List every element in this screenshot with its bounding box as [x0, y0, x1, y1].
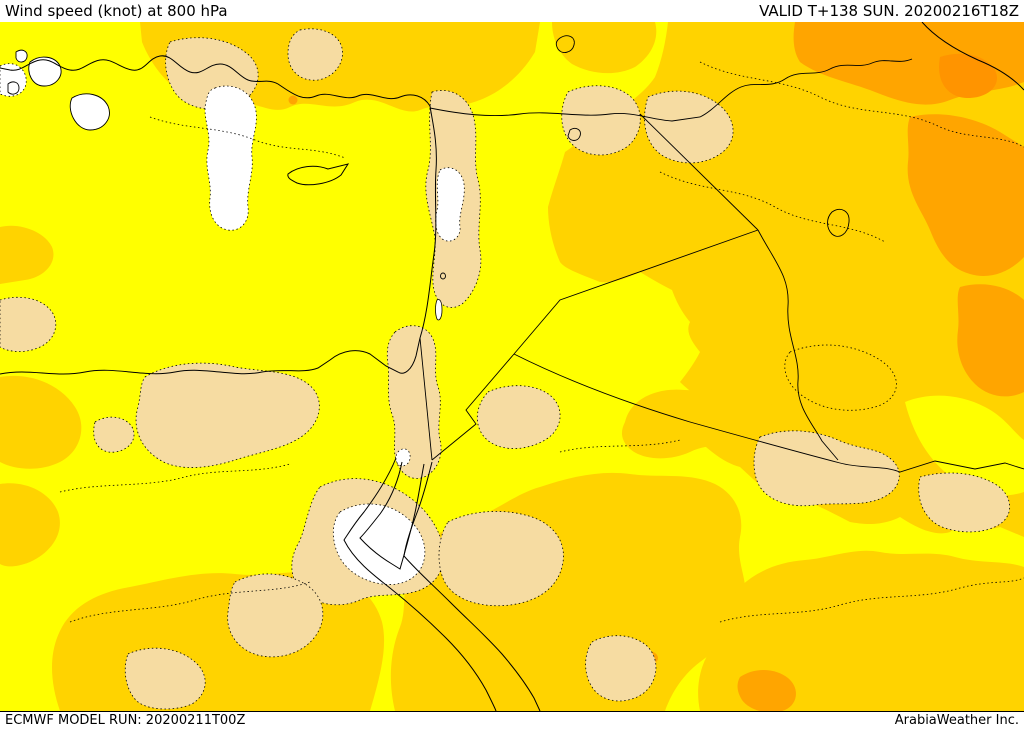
- map-canvas: [0, 22, 1024, 711]
- wind-fill-orange-core: [939, 53, 998, 99]
- island-outlines: [7, 49, 110, 131]
- contour-lines: [59, 61, 1024, 623]
- credit-label: ArabiaWeather Inc.: [894, 713, 1019, 728]
- map-header: Wind speed (knot) at 800 hPa VALID T+138…: [0, 0, 1024, 22]
- country-borders: [419, 58, 1024, 473]
- coastlines: [0, 22, 1024, 711]
- valid-time-label: VALID T+138 SUN. 20200216T18Z: [759, 2, 1019, 20]
- map-footer: ECMWF MODEL RUN: 20200211T00Z ArabiaWeat…: [0, 711, 1024, 729]
- model-run-label: ECMWF MODEL RUN: 20200211T00Z: [5, 713, 246, 728]
- map-title: Wind speed (knot) at 800 hPa: [5, 2, 228, 20]
- lakes: [435, 35, 850, 321]
- wind-fill-yellow-patches: [905, 395, 1024, 496]
- wind-fill-white-regions: [0, 63, 465, 585]
- wind-speed-map-graphic: [0, 22, 1024, 711]
